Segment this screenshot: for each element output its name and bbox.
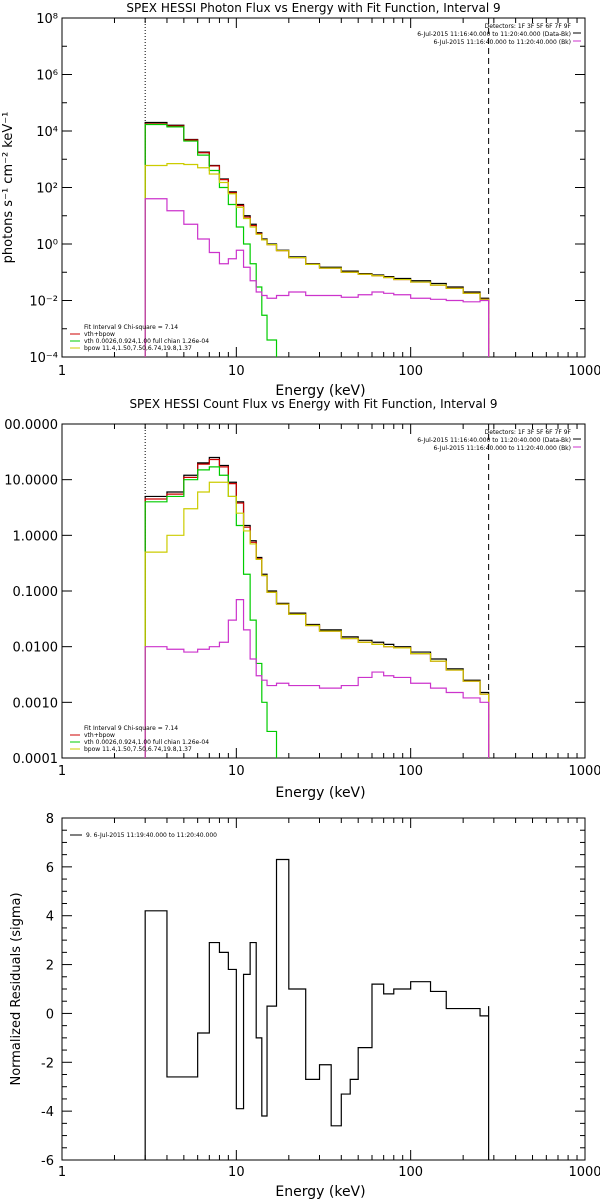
header-line: Detectors: 1F 3F 5F 6F 7F 9F <box>485 429 572 436</box>
y-tick-label: 2 <box>46 959 54 974</box>
y-tick-label: -2 <box>41 1056 54 1071</box>
x-tick-label: 1000 <box>568 364 600 379</box>
series-vth <box>144 466 278 758</box>
x-tick-label: 1000 <box>568 1165 600 1180</box>
series-data-bk <box>144 121 490 357</box>
x-tick-label: 1 <box>58 764 66 779</box>
x-axis-label: Energy (keV) <box>275 383 365 399</box>
plot-frame <box>61 17 586 358</box>
x-tick-label: 10 <box>228 1165 245 1180</box>
y-tick-label: 10⁸ <box>36 12 58 27</box>
series-vth-bpow <box>144 123 490 357</box>
header-line: 6-Jul-2015 11:16:40.000 to 11:20:40.000 … <box>433 39 571 46</box>
fit-info-line: bpow 11.4,1.50,7.50,6.74,19.8,1.37 <box>84 345 192 352</box>
panel-1: 1 10 100 1000 10⁻⁴ 10⁻² 10⁰ 10² 10⁴ 10⁶ 10⁸ SPEX HE… <box>1 1 600 399</box>
y-tick-label: 10⁻² <box>29 295 58 310</box>
panel-2: 1 10 100 1000 0.0001 0.0010 0.0100 0.1000 1.0000… <box>4 397 600 801</box>
y-tick-label: 0.0001 <box>13 752 59 767</box>
y-tick-label: 10⁴ <box>36 125 58 140</box>
y-axis-label: photons s⁻¹ cm⁻² keV⁻¹ <box>1 112 16 264</box>
y-tick-label: 8 <box>46 812 54 827</box>
y-tick-label: 0.0100 <box>13 641 59 656</box>
y-tick-label: 00.0000 <box>4 418 58 433</box>
fit-info-line: vth 0.0026,0.924,1.00 full chian 1.26e-0… <box>84 338 209 345</box>
x-tick-label: 1 <box>58 364 66 379</box>
header-line: 6-Jul-2015 11:16:40.000 to 11:20:40.000 … <box>417 31 571 38</box>
y-axis-label: Normalized Residuals (sigma) <box>9 892 24 1085</box>
series-vth <box>144 123 278 357</box>
chart-title: SPEX HESSI Count Flux vs Energy with Fit… <box>129 397 497 411</box>
fit-info-line: bpow 11.4,1.50,7.50,6.74,19.8,1.37 <box>84 746 192 753</box>
x-axis-label: Energy (keV) <box>275 785 365 801</box>
fit-info-line: vth 0.0026,0.924,1.00 full chian 1.26e-0… <box>84 739 209 746</box>
y-tick-label: 10⁶ <box>36 69 58 84</box>
series-bk <box>144 198 490 357</box>
fit-info-line: Fit Interval 9 Chi-square = 7.14 <box>84 725 178 732</box>
y-tick-label: 1.0000 <box>13 529 59 544</box>
x-tick-label: 100 <box>398 1165 423 1180</box>
y-tick-label: 6 <box>46 861 54 876</box>
y-tick-label: 10² <box>36 182 58 197</box>
plot-frame <box>61 423 586 759</box>
series-residuals <box>144 858 490 1160</box>
y-tick-label: -4 <box>41 1105 54 1120</box>
x-tick-label: 1000 <box>568 764 600 779</box>
y-tick-label: 0.0010 <box>13 696 59 711</box>
series-data-bk <box>144 456 490 758</box>
legend-label: 9. 6-Jul-2015 11:19:40.000 to 11:20:40.0… <box>86 832 217 839</box>
chart-title: SPEX HESSI Photon Flux vs Energy with Fi… <box>126 1 500 15</box>
x-tick-label: 10 <box>228 364 245 379</box>
series-bpow <box>144 163 490 357</box>
y-tick-label: 10⁻⁴ <box>29 351 58 366</box>
header-line: Detectors: 1F 3F 5F 6F 7F 9F <box>485 23 572 30</box>
y-tick-label: 10⁰ <box>36 238 58 253</box>
x-tick-label: 10 <box>228 764 245 779</box>
x-tick-label: 1 <box>58 1165 66 1180</box>
fit-info-line: vth+bpow <box>84 732 115 739</box>
header-line: 6-Jul-2015 11:16:40.000 to 11:20:40.000 … <box>433 445 571 452</box>
y-tick-label: 4 <box>46 910 54 925</box>
y-tick-label: 0.1000 <box>13 585 59 600</box>
x-axis-label: Energy (keV) <box>275 1184 365 1200</box>
plot-frame <box>61 817 586 1161</box>
x-tick-label: 100 <box>398 764 423 779</box>
y-tick-label: -6 <box>41 1154 54 1169</box>
y-tick-label: 0 <box>46 1007 54 1022</box>
panel-3: 1 10 100 1000 -6 -4 -2 0 2 4 6 8 Energy (keV) Normali… <box>9 812 600 1200</box>
x-tick-label: 100 <box>398 364 423 379</box>
fit-info-line: Fit Interval 9 Chi-square = 7.14 <box>84 324 178 331</box>
series-bpow <box>144 481 490 758</box>
header-line: 6-Jul-2015 11:16:40.000 to 11:20:40.000 … <box>417 437 571 444</box>
series-bk <box>144 599 490 758</box>
series-vth-bpow <box>144 458 490 758</box>
y-tick-label: 10.0000 <box>4 474 58 489</box>
fit-info-line: vth+bpow <box>84 331 115 338</box>
